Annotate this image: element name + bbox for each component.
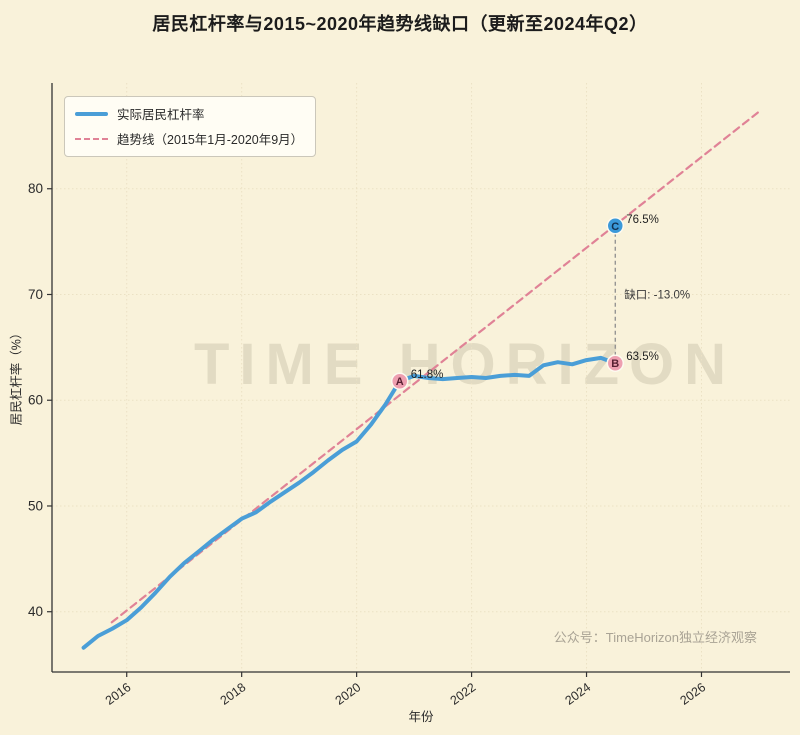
y-tick-label: 50 (28, 498, 43, 513)
watermark: TIME HORIZON (193, 332, 737, 397)
x-axis-title: 年份 (408, 710, 434, 724)
point-marker-C (606, 217, 625, 235)
legend-label-actual: 实际居民杠杆率 (117, 108, 205, 122)
legend-label-trend: 趋势线（2015年1月-2020年9月） (117, 133, 304, 147)
point-value-label-A: 61.8% (411, 369, 444, 381)
legend-box: 实际居民杠杆率 趋势线（2015年1月-2020年9月） (64, 96, 317, 157)
y-tick-label: 60 (28, 393, 43, 408)
legend-item-actual: 实际居民杠杆率 (75, 104, 303, 123)
chart-title: 居民杠杆率与2015~2020年趋势线缺口（更新至2024年Q2） (152, 14, 648, 34)
x-tick-label: 2026 (678, 680, 709, 708)
x-tick-label: 2022 (448, 680, 479, 708)
gap-label: 缺口: -13.0% (624, 287, 690, 301)
point-letter-A: A (396, 376, 404, 388)
point-value-label-C: 76.5% (626, 214, 659, 226)
y-axis-title: 居民杠杆率（%） (9, 326, 24, 426)
point-letter-C: C (611, 221, 619, 233)
y-tick-label: 40 (28, 604, 43, 619)
actual-line-swatch (75, 111, 108, 116)
point-marker-A (390, 372, 409, 390)
y-tick-label: 80 (28, 181, 43, 196)
trend-line-swatch (75, 137, 108, 140)
x-tick-label: 2024 (563, 680, 594, 708)
point-marker-B (606, 354, 625, 372)
y-tick-label: 70 (28, 287, 43, 302)
x-tick-label: 2016 (103, 680, 134, 708)
actual-line (81, 355, 618, 650)
legend-item-trend: 趋势线（2015年1月-2020年9月） (75, 129, 303, 148)
credit-text: 公众号：TimeHorizon独立经济观察 (553, 630, 757, 645)
x-tick-label: 2018 (218, 680, 249, 708)
x-tick-label: 2020 (333, 680, 364, 708)
point-value-label-B: 63.5% (626, 351, 659, 363)
point-letter-B: B (611, 358, 619, 370)
